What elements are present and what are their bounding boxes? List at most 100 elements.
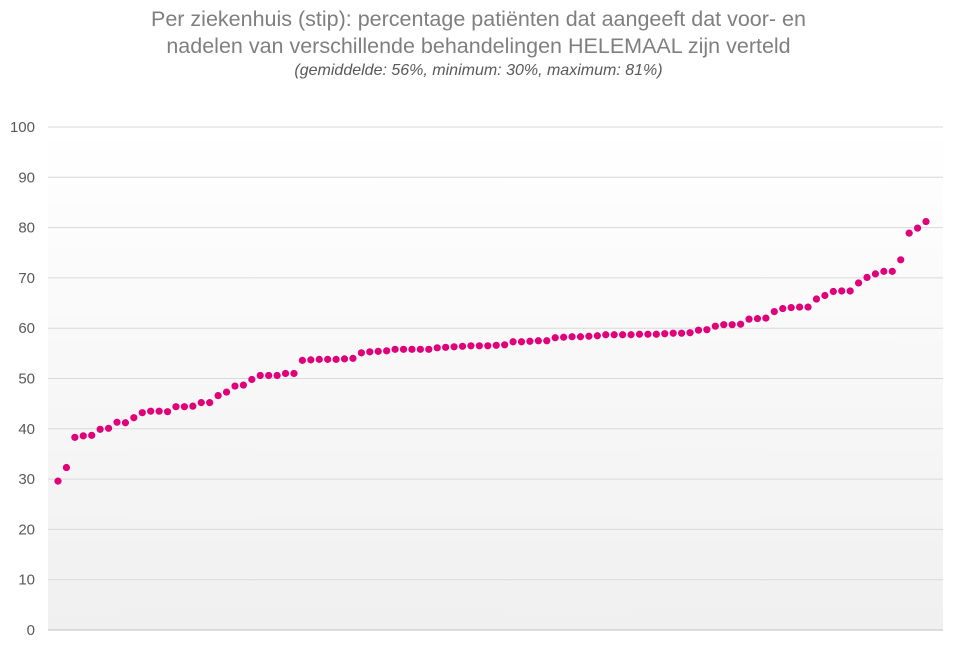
data-point [492, 341, 500, 349]
data-point [214, 392, 222, 400]
data-point [155, 407, 163, 415]
data-point [779, 304, 787, 313]
data-point [863, 273, 871, 281]
data-point [416, 345, 424, 353]
data-point [374, 347, 382, 355]
data-point [509, 338, 517, 346]
data-point [96, 425, 104, 433]
data-point [534, 337, 542, 345]
gridlines [48, 126, 943, 631]
data-point [324, 355, 332, 363]
data-point [897, 256, 905, 264]
data-point [593, 332, 601, 340]
data-point [787, 303, 795, 312]
data-point [197, 399, 205, 407]
chart-subtitle: (gemiddelde: 56%, minimum: 30%, maximum:… [294, 62, 663, 79]
data-point [307, 356, 315, 364]
data-point [475, 342, 483, 350]
data-point [619, 331, 627, 339]
data-point [206, 399, 214, 407]
y-tick-label: 60 [18, 320, 35, 337]
data-point [543, 337, 551, 345]
data-point [273, 371, 281, 380]
data-point [298, 356, 306, 364]
data-point [256, 371, 264, 380]
data-point [821, 291, 829, 300]
data-point [172, 403, 180, 411]
data-point [315, 355, 323, 363]
data-point [602, 331, 610, 339]
data-point [62, 463, 71, 472]
data-point [189, 402, 197, 410]
data-point [501, 341, 509, 349]
data-point [703, 326, 711, 334]
data-point [812, 295, 821, 303]
data-point [576, 333, 585, 341]
data-point [357, 349, 365, 357]
data-point [239, 381, 247, 389]
data-point [79, 432, 87, 440]
data-point [560, 333, 568, 341]
data-point [686, 329, 694, 337]
data-point [450, 343, 458, 351]
data-point [408, 345, 416, 353]
data-point [635, 330, 644, 338]
data-point [737, 320, 745, 328]
data-point [484, 342, 492, 350]
data-point [762, 314, 770, 322]
chart-title-line-1: Per ziekenhuis (stip): percentage patiën… [151, 7, 806, 31]
y-tick-label: 70 [18, 270, 35, 287]
data-point [720, 321, 728, 329]
data-point [391, 345, 399, 353]
data-point [880, 267, 888, 275]
chart-title-block: Per ziekenhuis (stip): percentage patiën… [0, 6, 957, 81]
data-point [399, 345, 408, 353]
data-point [913, 224, 922, 232]
data-point [922, 217, 930, 226]
data-point [770, 308, 778, 316]
y-axis-tick-labels: 0 10 20 30 40 50 60 70 80 90 100 [10, 119, 35, 639]
y-tick-label: 10 [18, 572, 35, 589]
data-point [888, 267, 896, 275]
data-point [265, 371, 273, 380]
data-point [332, 355, 340, 363]
data-point [138, 409, 146, 417]
data-point [349, 354, 357, 362]
y-tick-label: 100 [10, 119, 35, 136]
data-point [231, 382, 239, 390]
data-point [147, 407, 155, 415]
y-tick-label: 30 [18, 471, 35, 488]
y-tick-label: 50 [18, 371, 35, 388]
data-point [526, 337, 534, 345]
data-point [71, 433, 79, 441]
data-point [467, 342, 475, 350]
data-point [661, 330, 669, 338]
data-point [669, 329, 677, 337]
data-point [383, 347, 391, 355]
data-point [104, 424, 113, 432]
data-point [829, 287, 837, 296]
data-point [340, 355, 349, 363]
y-tick-label: 20 [18, 521, 35, 538]
data-point [366, 348, 374, 356]
y-tick-label: 80 [18, 220, 35, 237]
data-point [745, 315, 753, 323]
data-point [728, 321, 736, 329]
data-point [585, 332, 593, 340]
data-point [644, 330, 652, 338]
data-point [180, 403, 189, 411]
data-point [610, 331, 618, 339]
data-point [753, 315, 762, 323]
data-point [163, 408, 172, 416]
data-point [88, 431, 96, 439]
data-point [652, 330, 660, 338]
data-point [905, 229, 913, 237]
data-point [458, 342, 467, 350]
data-point [222, 388, 231, 396]
data-point [517, 338, 526, 346]
data-point [804, 303, 812, 311]
data-point [711, 322, 719, 330]
data-point [694, 326, 703, 334]
data-point [854, 279, 863, 287]
data-point [425, 345, 433, 353]
